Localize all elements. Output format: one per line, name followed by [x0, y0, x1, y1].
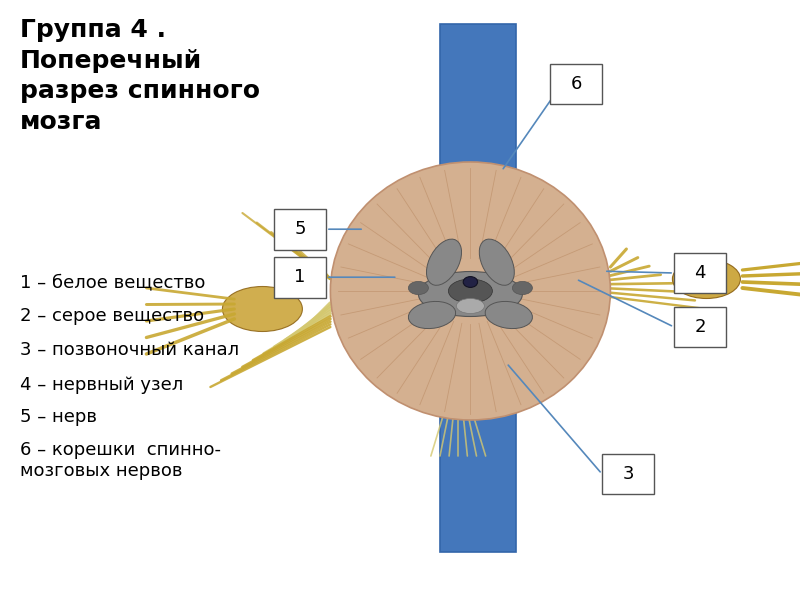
- Ellipse shape: [479, 239, 514, 285]
- Text: 1 – белое вещество: 1 – белое вещество: [20, 273, 206, 291]
- Ellipse shape: [426, 239, 462, 285]
- Ellipse shape: [222, 286, 302, 331]
- Text: 2 – серое вещество: 2 – серое вещество: [20, 307, 204, 325]
- Text: 1: 1: [294, 268, 306, 286]
- Ellipse shape: [512, 281, 533, 295]
- Text: 5 – нерв: 5 – нерв: [20, 408, 97, 426]
- Bar: [274, 257, 326, 298]
- Bar: [602, 454, 654, 494]
- Bar: [550, 64, 602, 104]
- Ellipse shape: [408, 281, 428, 295]
- Text: 4 – нервный узел: 4 – нервный узел: [20, 376, 183, 394]
- Bar: [440, 24, 517, 552]
- Ellipse shape: [418, 271, 522, 317]
- Bar: [674, 253, 726, 293]
- Text: 5: 5: [294, 220, 306, 238]
- Bar: [674, 307, 726, 347]
- Ellipse shape: [672, 259, 740, 298]
- Ellipse shape: [408, 301, 456, 329]
- Ellipse shape: [456, 298, 485, 313]
- Circle shape: [463, 277, 478, 287]
- Text: 3 – позвоночный канал: 3 – позвоночный канал: [20, 341, 239, 359]
- Text: Группа 4 .
Поперечный
разрез спинного
мозга: Группа 4 . Поперечный разрез спинного мо…: [20, 18, 260, 134]
- Bar: [274, 209, 326, 250]
- Text: 4: 4: [694, 264, 706, 282]
- Ellipse shape: [485, 301, 533, 329]
- Text: 6: 6: [570, 75, 582, 93]
- Ellipse shape: [330, 162, 610, 420]
- Ellipse shape: [448, 279, 492, 303]
- Text: 2: 2: [694, 318, 706, 336]
- Text: 6 – корешки  спинно-
мозговых нервов: 6 – корешки спинно- мозговых нервов: [20, 441, 221, 480]
- Text: 3: 3: [622, 465, 634, 483]
